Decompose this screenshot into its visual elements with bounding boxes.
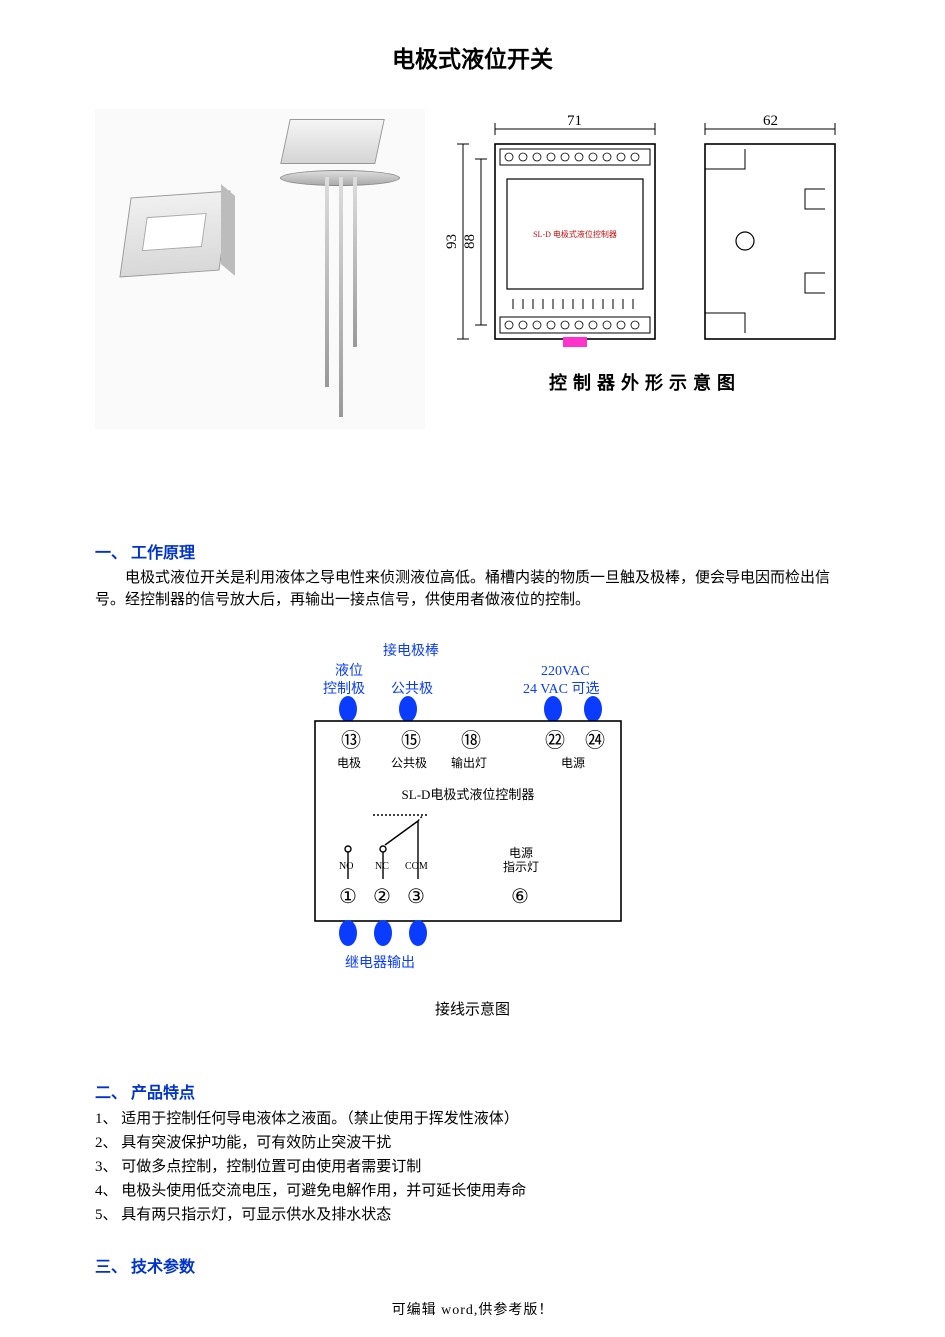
mount-tab-icon [563, 337, 587, 347]
wiring-terminal: ⑱ [461, 729, 481, 752]
wiring-label: 接电极棒 [383, 642, 439, 659]
dim-label: 71 [567, 113, 582, 129]
wiring-terminal: ③ [407, 886, 425, 908]
section-heading-principle: 一、 工作原理 [95, 539, 850, 563]
figure-row: 71 62 93 88 [95, 109, 850, 429]
dim-label: 62 [763, 113, 778, 129]
list-item: 4、 电极头使用低交流电压，可避免电解作用，并可延长使用寿命 [95, 1179, 850, 1203]
dimension-diagram: 71 62 93 88 [445, 109, 845, 395]
section-heading-specs: 三、 技术参数 [95, 1253, 850, 1277]
wiring-terminal: ⑮ [401, 729, 421, 752]
diagram-inner-text: SL-D 电极式液位控制器 [533, 229, 617, 239]
wiring-terminal: ① [339, 886, 357, 908]
wiring-sublabel: 电源 [509, 846, 533, 860]
wiring-label: 220VAC [541, 664, 590, 679]
wiring-terminal: ㉔ [585, 729, 605, 752]
wiring-sublabel: 电极 [337, 756, 361, 770]
list-item: 5、 具有两只指示灯，可显示供水及排水状态 [95, 1203, 850, 1227]
probe-rod-icon [325, 177, 329, 387]
controller-photo [125, 194, 235, 294]
wiring-label: 24 VAC 可选 [523, 681, 600, 697]
list-item: 2、 具有突波保护功能，可有效防止突波干扰 [95, 1131, 850, 1155]
product-photo [95, 109, 425, 429]
wiring-terminal: ⑬ [341, 729, 361, 752]
dim-label: 88 [462, 234, 478, 249]
wiring-sublabel: NC [375, 861, 389, 872]
wiring-terminal: ② [373, 886, 391, 908]
probe-photo [280, 119, 400, 186]
dim-label: 93 [445, 234, 460, 249]
wiring-label: 液位 [335, 663, 363, 679]
probe-rod-icon [353, 177, 357, 347]
feature-list: 1、 适用于控制任何导电液体之液面。（禁止使用于挥发性液体） 2、 具有突波保护… [95, 1107, 850, 1227]
wiring-sublabel: 输出灯 [451, 755, 487, 770]
section-heading-features: 二、 产品特点 [95, 1079, 850, 1103]
wiring-label: 公共极 [391, 681, 433, 697]
wiring-caption: 接线示意图 [95, 998, 850, 1019]
probe-rod-icon [339, 177, 343, 417]
wiring-diagram: 接电极棒 液位 控制极 公共极 220VAC 24 VAC 可选 ⑬ ⑮ ⑱ ㉒… [95, 639, 850, 1019]
wiring-terminal: ㉒ [545, 729, 565, 752]
wiring-sublabel: 指示灯 [503, 859, 539, 874]
footer-text: 可编辑 word,供参考版！ [0, 1299, 945, 1319]
wiring-sublabel: NO [339, 861, 353, 872]
list-item: 3、 可做多点控制，控制位置可由使用者需要订制 [95, 1155, 850, 1179]
dimension-caption: 控制器外形示意图 [445, 369, 845, 395]
wiring-terminal: ⑥ [511, 886, 529, 908]
wiring-sublabel: 电源 [561, 756, 585, 770]
page-title: 电极式液位开关 [95, 40, 850, 74]
wiring-label: 控制极 [323, 681, 365, 697]
list-item: 1、 适用于控制任何导电液体之液面。（禁止使用于挥发性液体） [95, 1107, 850, 1131]
wiring-center-text: SL-D电极式液位控制器 [401, 787, 534, 802]
wiring-sublabel: COM [405, 861, 428, 872]
principle-body: 电极式液位开关是利用液体之导电性来侦测液位高低。桶槽内装的物质一旦触及极棒，便会… [95, 567, 850, 611]
wiring-sublabel: 公共极 [391, 756, 427, 770]
wiring-label: 继电器输出 [345, 955, 415, 971]
